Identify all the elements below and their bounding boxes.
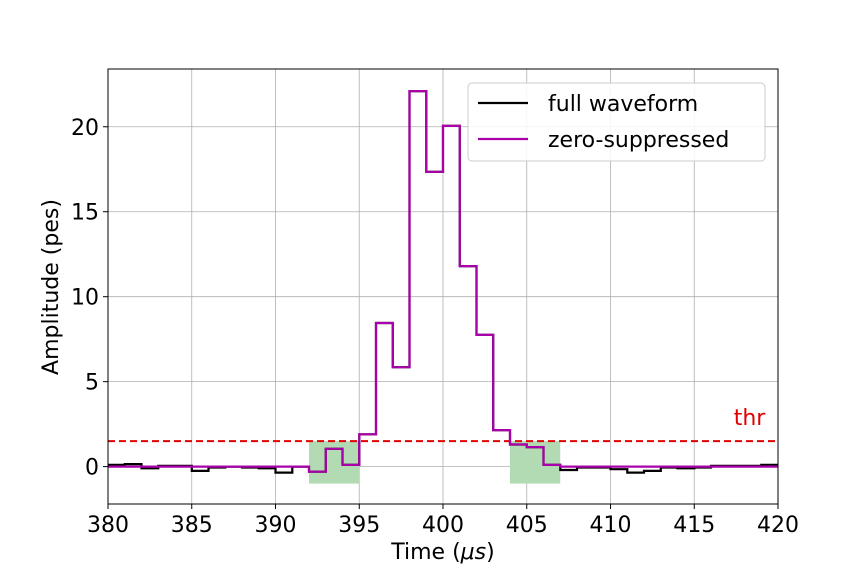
x-tick-label: 390 [255,513,297,538]
x-tick-label: 405 [506,513,548,538]
x-axis-label: Time (μs) [390,540,494,565]
legend-entry-full-waveform: full waveform [548,92,698,117]
x-tick-label: 395 [338,513,380,538]
series-group [108,90,778,474]
legend-entry-zero-suppressed: zero-suppressed [548,128,729,153]
y-tick-label: 0 [85,456,99,481]
legend: full waveform zero-suppressed [467,82,766,162]
series-zero-suppressed-line [108,90,778,473]
x-axis-unit: μs [460,540,486,565]
y-tick-label: 10 [71,286,99,311]
x-tick-label: 400 [422,513,464,538]
shaded-region [309,441,360,484]
x-tick-label: 380 [87,513,129,538]
x-tick-label: 385 [171,513,213,538]
legend-box [467,82,766,162]
y-tick-label: 20 [71,116,99,141]
x-tick-label: 415 [673,513,715,538]
shaded-region [510,441,561,484]
threshold-label: thr [734,406,767,431]
x-tick-label: 410 [590,513,632,538]
y-tick-label: 5 [85,371,99,396]
y-tick-label: 15 [71,201,99,226]
y-axis-label: Amplitude (pes) [39,199,64,375]
x-tick-label: 420 [757,513,799,538]
ticks: 380 385 390 395 400 405 410 415 420 0 5 10 15 20 [71,116,799,538]
